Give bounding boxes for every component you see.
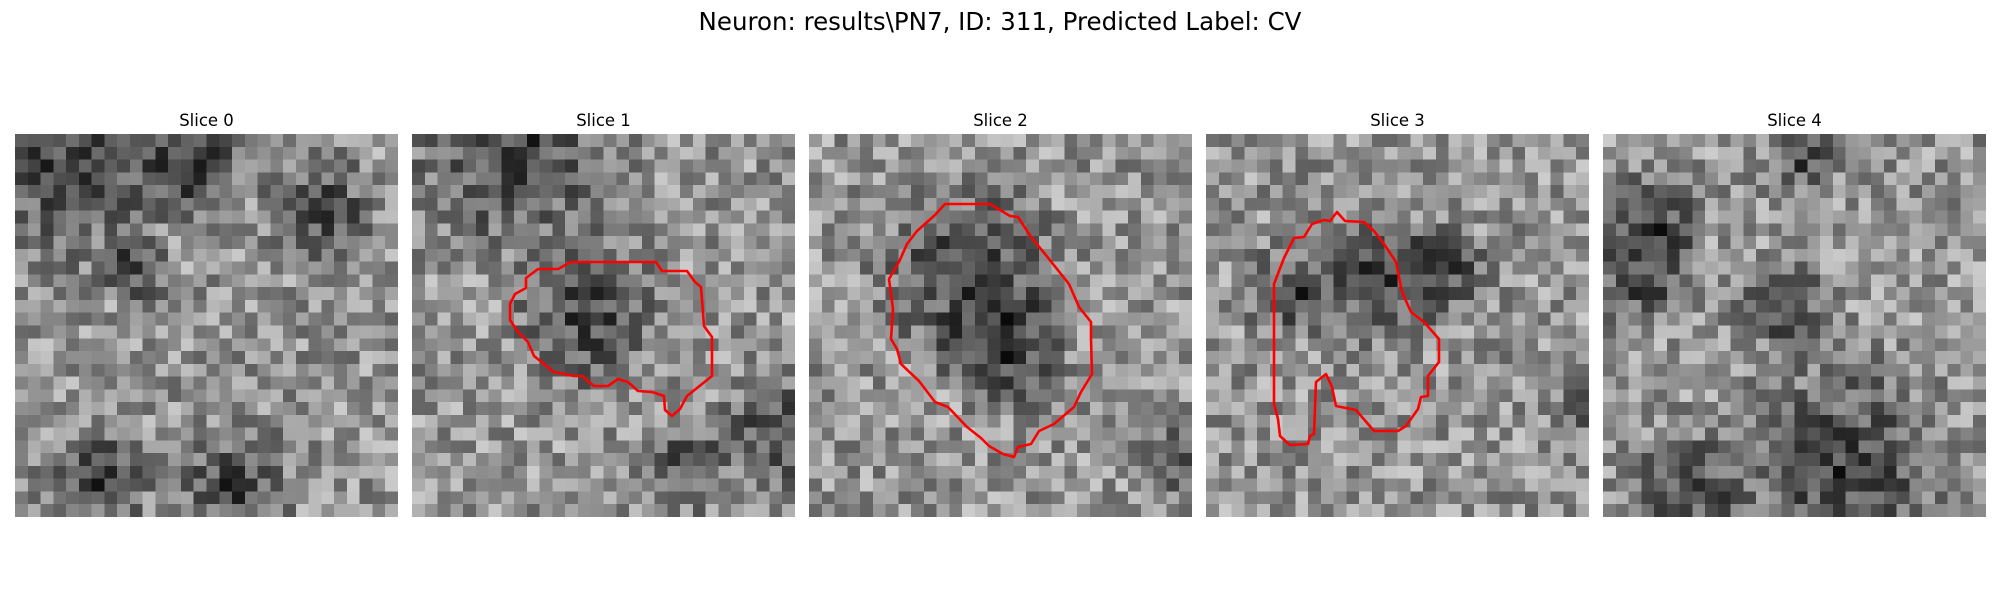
slice-panel: Slice 0 xyxy=(15,111,398,518)
slice-title: Slice 4 xyxy=(1767,111,1822,130)
slice-title: Slice 2 xyxy=(973,111,1028,130)
segmentation-contour xyxy=(1272,210,1441,447)
slice-panel: Slice 4 xyxy=(1603,111,1986,518)
slice-image xyxy=(1206,134,1589,517)
slice-title: Slice 0 xyxy=(179,111,234,130)
segmentation-contour xyxy=(508,260,714,418)
figure-title: Neuron: results\PN7, ID: 311, Predicted … xyxy=(698,7,1302,36)
slice-image xyxy=(1603,134,1986,517)
slice-image xyxy=(412,134,795,517)
slice-image xyxy=(15,134,398,517)
slice-title: Slice 1 xyxy=(576,111,631,130)
slice-title: Slice 3 xyxy=(1370,111,1425,130)
slice-panel: Slice 1 xyxy=(412,111,795,518)
segmentation-contour xyxy=(887,202,1094,459)
slice-panel: Slice 2 xyxy=(809,111,1192,518)
slice-panel: Slice 3 xyxy=(1206,111,1589,518)
